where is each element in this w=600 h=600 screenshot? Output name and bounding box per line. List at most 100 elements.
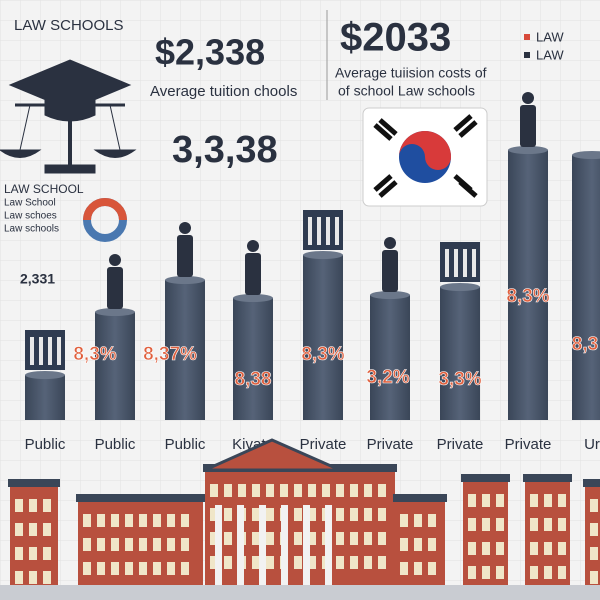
window (496, 566, 504, 579)
roof (8, 479, 60, 487)
side-line: Law School (4, 198, 56, 209)
pillar (57, 337, 61, 365)
window (428, 562, 436, 575)
window (482, 566, 490, 579)
window (266, 484, 274, 497)
window (530, 542, 538, 555)
window (590, 547, 598, 560)
window (294, 532, 302, 545)
pillar (308, 217, 312, 245)
window (558, 542, 566, 555)
window (468, 542, 476, 555)
amount-left: $2,338 (155, 32, 265, 73)
window (224, 532, 232, 545)
window (125, 538, 133, 551)
bar-top (370, 291, 410, 299)
pillar (335, 217, 339, 245)
pillar (463, 249, 467, 277)
pillar (454, 249, 458, 277)
window (252, 532, 260, 545)
window (294, 556, 302, 569)
roof (583, 479, 600, 487)
ground (0, 585, 600, 600)
window (496, 494, 504, 507)
person-head (522, 92, 534, 104)
window (544, 494, 552, 507)
window (350, 556, 358, 569)
person-body (177, 235, 193, 277)
pillar (326, 217, 330, 245)
pillar (30, 337, 34, 365)
window (252, 484, 260, 497)
window (400, 538, 408, 551)
window (400, 514, 408, 527)
column (303, 505, 310, 585)
side-line: Law schoes (4, 211, 57, 222)
window (181, 562, 189, 575)
person-head (179, 222, 191, 234)
window (139, 514, 147, 527)
window (590, 523, 598, 536)
window (496, 518, 504, 531)
caption-left: Average tuition chools (150, 83, 297, 100)
bars: Public Public Public Kivate Private Private Pr… (25, 92, 600, 453)
window (558, 566, 566, 579)
window (428, 538, 436, 551)
bar (508, 150, 548, 420)
amount-right: $2033 (340, 16, 451, 60)
window (111, 514, 119, 527)
window (350, 484, 358, 497)
person-head (109, 254, 121, 266)
bar-top (165, 276, 205, 284)
window (111, 538, 119, 551)
window (378, 484, 386, 497)
window (153, 562, 161, 575)
window (238, 484, 246, 497)
window (224, 508, 232, 521)
window (15, 547, 23, 560)
window (139, 562, 147, 575)
window (210, 484, 218, 497)
window (181, 538, 189, 551)
window (125, 514, 133, 527)
column (259, 505, 266, 585)
window (294, 484, 302, 497)
bar-label: 8,3% (506, 286, 549, 307)
pillar (39, 337, 43, 365)
category-label: Ur (584, 436, 600, 453)
bar-label: 8,3 (572, 334, 598, 355)
column (215, 505, 222, 585)
window (322, 484, 330, 497)
bar (25, 375, 65, 420)
window (167, 514, 175, 527)
window (378, 508, 386, 521)
buildings (0, 438, 600, 600)
window (336, 556, 344, 569)
caption-right: of school Law schools (338, 83, 475, 99)
window (414, 514, 422, 527)
window (558, 518, 566, 531)
side-panel: LAW SCHOOL Law School Law schoes Law school… (4, 182, 84, 287)
roof (393, 494, 447, 502)
side-figure: 2,331 (20, 271, 55, 287)
window (378, 556, 386, 569)
window (83, 538, 91, 551)
title: LAW SCHOOLS (14, 17, 123, 34)
caption-right: Average tuiision costs of (335, 65, 487, 81)
pillar (472, 249, 476, 277)
window (167, 562, 175, 575)
bar (233, 298, 273, 420)
window (468, 566, 476, 579)
window (336, 508, 344, 521)
window (111, 562, 119, 575)
window (590, 571, 598, 584)
legend-swatch (524, 34, 530, 40)
bar (370, 295, 410, 420)
person-head (384, 237, 396, 249)
window (336, 532, 344, 545)
window (29, 523, 37, 536)
category-label: Private (437, 436, 484, 453)
roof (76, 494, 205, 502)
window (83, 514, 91, 527)
window (210, 508, 218, 521)
